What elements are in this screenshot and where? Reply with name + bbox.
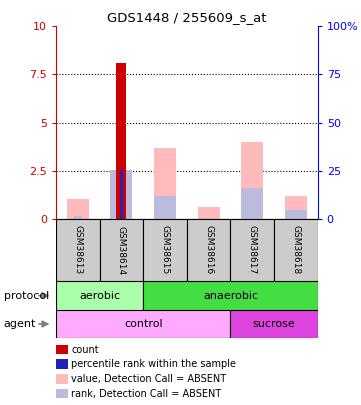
Bar bbox=[292, 216, 300, 219]
Bar bbox=[198, 207, 219, 219]
Text: GSM38616: GSM38616 bbox=[204, 226, 213, 275]
Text: percentile rank within the sample: percentile rank within the sample bbox=[71, 359, 236, 369]
Bar bbox=[143, 219, 187, 281]
Text: aerobic: aerobic bbox=[79, 291, 120, 301]
Bar bbox=[67, 199, 89, 219]
Bar bbox=[117, 63, 126, 219]
Bar bbox=[285, 210, 307, 219]
Bar bbox=[154, 196, 176, 219]
Bar bbox=[242, 188, 263, 219]
Bar bbox=[285, 196, 307, 219]
Text: GSM38618: GSM38618 bbox=[291, 226, 300, 275]
Bar bbox=[74, 216, 82, 219]
Bar bbox=[230, 219, 274, 281]
Bar bbox=[110, 170, 132, 219]
Text: agent: agent bbox=[4, 319, 36, 329]
Text: GSM38614: GSM38614 bbox=[117, 226, 126, 275]
Text: GSM38615: GSM38615 bbox=[161, 226, 170, 275]
Bar bbox=[154, 147, 176, 219]
Bar bbox=[120, 170, 123, 219]
Text: GSM38613: GSM38613 bbox=[73, 226, 82, 275]
Bar bbox=[187, 219, 230, 281]
Bar bbox=[230, 310, 318, 338]
Text: protocol: protocol bbox=[4, 291, 49, 301]
Text: value, Detection Call = ABSENT: value, Detection Call = ABSENT bbox=[71, 374, 226, 384]
Bar bbox=[274, 219, 318, 281]
Text: sucrose: sucrose bbox=[253, 319, 295, 329]
Bar bbox=[56, 310, 230, 338]
Text: count: count bbox=[71, 345, 99, 354]
Text: GSM38617: GSM38617 bbox=[248, 226, 257, 275]
Text: rank, Detection Call = ABSENT: rank, Detection Call = ABSENT bbox=[71, 389, 221, 399]
Text: anaerobic: anaerobic bbox=[203, 291, 258, 301]
Text: control: control bbox=[124, 319, 162, 329]
Bar bbox=[56, 281, 143, 310]
Bar bbox=[100, 219, 143, 281]
Bar bbox=[242, 142, 263, 219]
Bar bbox=[143, 281, 318, 310]
Bar bbox=[56, 219, 100, 281]
Title: GDS1448 / 255609_s_at: GDS1448 / 255609_s_at bbox=[107, 11, 266, 24]
